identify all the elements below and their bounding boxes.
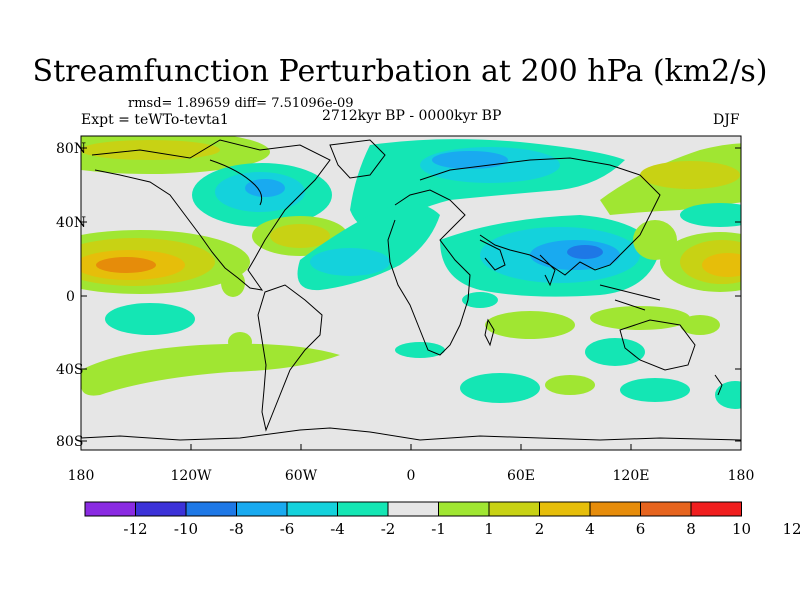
ytick-label-0: 0 [66, 289, 75, 305]
colorbar-label: -10 [174, 520, 198, 538]
season-label: DJF [713, 112, 740, 128]
contour-field [81, 136, 741, 450]
experiment-label: Expt = teWTo-tevta1 [81, 112, 229, 128]
xtick-label-120e: 120E [613, 468, 650, 484]
colorbar-label: 12 [782, 520, 800, 538]
colorbar-box [84, 501, 136, 517]
xtick-label-60w: 60W [285, 468, 318, 484]
colorbar-box [185, 501, 237, 517]
colorbar-box [337, 501, 389, 517]
colorbar-box [589, 501, 641, 517]
ytick-label-40s: 40S [56, 362, 83, 378]
xtick-label-0: 0 [407, 468, 416, 484]
colorbar-label: -2 [381, 520, 396, 538]
ytick-label-80n: 80N [56, 141, 86, 157]
colorbar-label: -8 [229, 520, 244, 538]
colorbar-label: 4 [585, 520, 595, 538]
x-ticks [80, 444, 742, 450]
ytick-label-80s: 80S [56, 434, 83, 450]
ytick-label-40n: 40N [56, 215, 86, 231]
colorbar-box [438, 501, 490, 517]
colorbar-label: 1 [484, 520, 494, 538]
colorbar-label: 2 [535, 520, 545, 538]
colorbar-label: -4 [330, 520, 345, 538]
colorbar-label: -1 [431, 520, 446, 538]
colorbar-label: -6 [280, 520, 295, 538]
colorbar-box [539, 501, 591, 517]
y-ticks [81, 147, 741, 442]
xtick-label-60e: 60E [507, 468, 535, 484]
colorbar-box [387, 501, 439, 517]
colorbar-box [690, 501, 742, 517]
colorbar-box [236, 501, 288, 517]
colorbar-box [286, 501, 338, 517]
period-label: 2712kyr BP - 0000kyr BP [322, 108, 502, 124]
coastlines [81, 139, 741, 441]
colorbar-labels: -12 -10 -8 -6 -4 -2 -1 1 2 4 6 8 10 12 [123, 520, 800, 538]
plot-title: Streamfunction Perturbation at 200 hPa (… [32, 54, 768, 89]
colorbar-box [488, 501, 540, 517]
colorbar-label: 8 [686, 520, 696, 538]
colorbar-box [135, 501, 187, 517]
colorbar-label: -12 [123, 520, 147, 538]
colorbar-label: 10 [732, 520, 751, 538]
xtick-label-180w: 180 [68, 468, 95, 484]
colorbar-boxes [84, 501, 742, 517]
colorbar-box [640, 501, 692, 517]
xtick-label-180e: 180 [728, 468, 755, 484]
stats-line: rmsd= 1.89659 diff= 7.51096e-09 [128, 96, 354, 111]
xtick-label-120w: 120W [170, 468, 212, 484]
colorbar-label: 6 [636, 520, 646, 538]
